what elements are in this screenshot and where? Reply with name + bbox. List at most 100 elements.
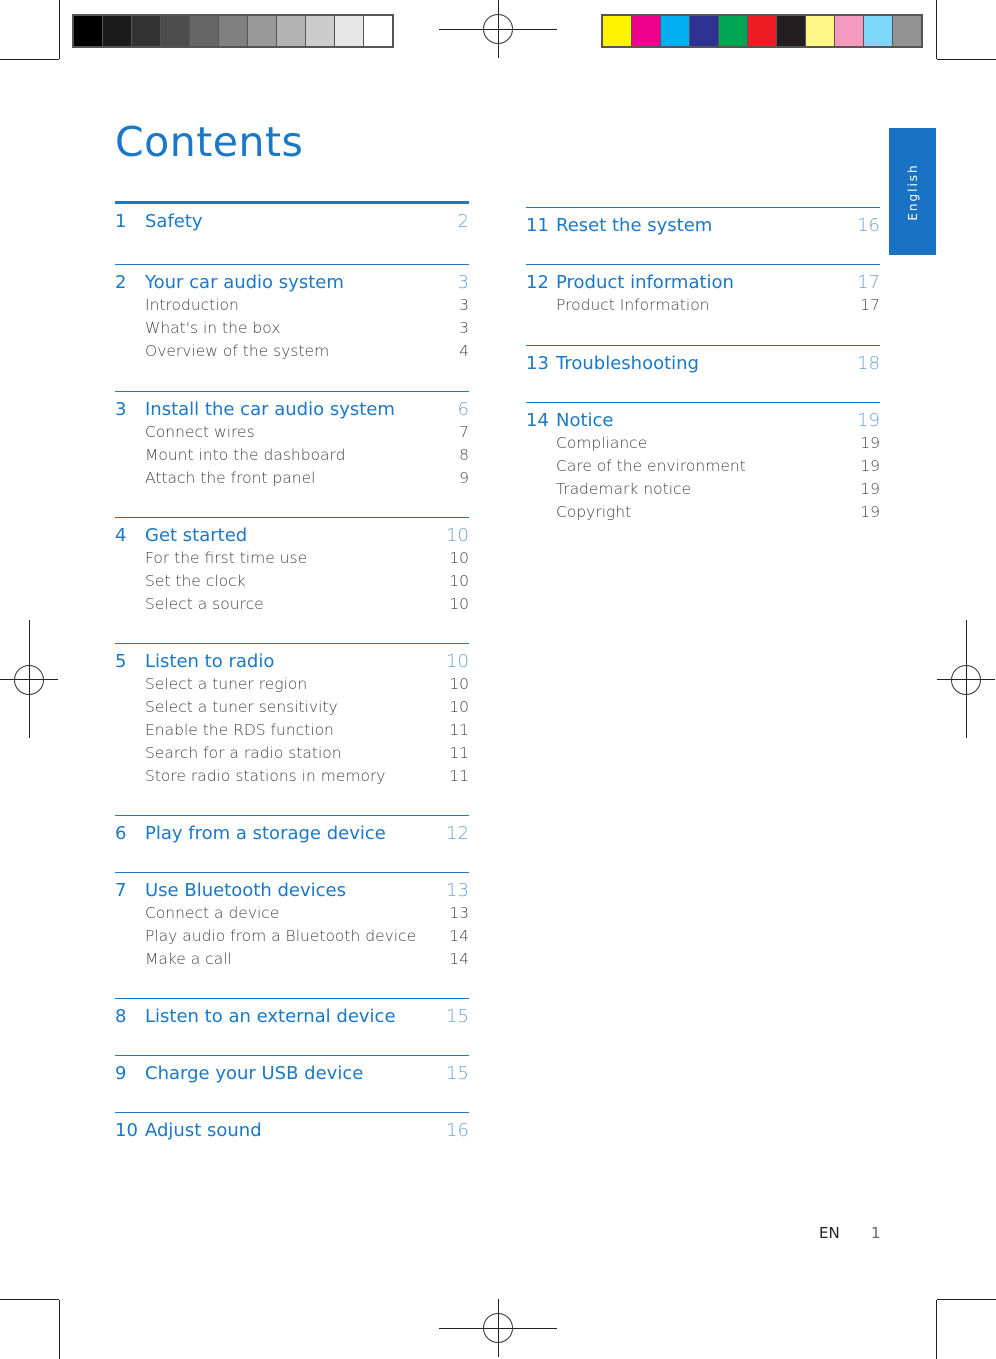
entry-title: Store radio stations in memory: [145, 767, 386, 785]
color-swatch: [161, 16, 189, 46]
toc-entry-link[interactable]: Search for a radio station 11: [115, 742, 469, 765]
color-swatch: [719, 16, 747, 46]
toc-heading-link[interactable]: 8 Listen to an external device 15: [115, 1005, 469, 1028]
entry-page-number: 10: [449, 675, 469, 693]
color-swatch: [835, 16, 863, 46]
toc-heading-link[interactable]: 5 Listen to radio 10: [115, 650, 469, 673]
color-swatch: [335, 16, 363, 46]
indent: [526, 294, 556, 317]
entry-page-number: 9: [459, 469, 469, 487]
entry-title: What's in the box: [145, 319, 281, 337]
toc-heading-link[interactable]: 11 Reset the system 16: [526, 214, 880, 237]
toc-entry-link[interactable]: Copyright 19: [526, 501, 880, 524]
indent: [115, 925, 145, 948]
section-number: 2: [115, 272, 127, 293]
toc-entry-link[interactable]: Enable the RDS function 11: [115, 719, 469, 742]
color-swatch: [74, 16, 102, 46]
entry-page-number: 10: [449, 698, 469, 716]
color-swatch: [103, 16, 131, 46]
entry-page-number: 19: [860, 457, 880, 475]
indent: [115, 547, 145, 570]
indent: [115, 696, 145, 719]
toc-entry-link[interactable]: Mount into the dashboard 8: [115, 444, 469, 467]
entry-page-number: 14: [449, 950, 469, 968]
color-swatch: [219, 16, 247, 46]
toc-entry-link[interactable]: Compliance 19: [526, 432, 880, 455]
entry-page-number: 19: [860, 503, 880, 521]
entry-page-number: 7: [459, 423, 469, 441]
toc-entry-link[interactable]: For the first time use 10: [115, 547, 469, 570]
entry-title: Play audio from a Bluetooth device: [145, 927, 417, 945]
toc-heading-link[interactable]: 14 Notice 19: [526, 409, 880, 432]
toc-heading-link[interactable]: 12 Product information 17: [526, 271, 880, 294]
crop-mark: [59, 0, 60, 59]
indent: [115, 765, 145, 788]
registration-mark: [0, 620, 58, 738]
toc-heading-link[interactable]: 2 Your car audio system 3: [115, 271, 469, 294]
entry-title: Connect a device: [145, 904, 280, 922]
toc-entry-link[interactable]: Attach the front panel 9: [115, 467, 469, 490]
toc-entry-link[interactable]: Overview of the system 4: [115, 340, 469, 363]
color-swatch: [603, 16, 631, 46]
toc-entry-link[interactable]: Connect wires 7: [115, 421, 469, 444]
entry-title: Compliance: [556, 434, 648, 452]
toc-entry-link[interactable]: Select a tuner sensitivity 10: [115, 696, 469, 719]
toc-entry-link[interactable]: Care of the environment 19: [526, 455, 880, 478]
crop-mark: [937, 59, 996, 60]
entry-title: Connect wires: [145, 423, 255, 441]
entry-title: Make a call: [145, 950, 232, 968]
grayscale-calibration-bar: [72, 14, 394, 48]
entry-title: Introduction: [145, 296, 239, 314]
section-title: Reset the system: [556, 215, 713, 236]
entry-page-number: 11: [449, 744, 469, 762]
toc-entry-link[interactable]: Select a source 10: [115, 593, 469, 616]
color-swatch: [364, 16, 392, 46]
entry-page-number: 13: [449, 904, 469, 922]
toc-heading-link[interactable]: 9 Charge your USB device 15: [115, 1062, 469, 1085]
entry-title: Copyright: [556, 503, 632, 521]
color-swatch: [661, 16, 689, 46]
entry-page-number: 17: [860, 296, 880, 314]
toc-entry-link[interactable]: Play audio from a Bluetooth device 14: [115, 925, 469, 948]
toc-entry-link[interactable]: Trademark notice 19: [526, 478, 880, 501]
toc-heading-link[interactable]: 6 Play from a storage device 12: [115, 822, 469, 845]
toc-heading-link[interactable]: 10 Adjust sound 16: [115, 1119, 469, 1142]
toc-entry-link[interactable]: What's in the box 3: [115, 317, 469, 340]
section-title: Safety: [145, 211, 203, 232]
toc-heading-link[interactable]: 3 Install the car audio system 6: [115, 398, 469, 421]
toc-heading-link[interactable]: 7 Use Bluetooth devices 13: [115, 879, 469, 902]
indent: [115, 570, 145, 593]
indent: [115, 593, 145, 616]
section-title: Adjust sound: [145, 1120, 262, 1141]
entry-page-number: 19: [860, 434, 880, 452]
entry-page-number: 4: [459, 342, 469, 360]
toc-heading-link[interactable]: 13 Troubleshooting 18: [526, 352, 880, 375]
section-page-number: 13: [446, 880, 469, 901]
section-number: 4: [115, 525, 127, 546]
toc-section: 6 Play from a storage device 12: [115, 815, 469, 845]
toc-entry-link[interactable]: Connect a device 13: [115, 902, 469, 925]
section-page-number: 6: [457, 399, 469, 420]
section-title: Product information: [556, 272, 734, 293]
entry-title: Mount into the dashboard: [145, 446, 346, 464]
registration-mark: [439, 0, 557, 58]
toc-heading-link[interactable]: 1 Safety 2: [115, 210, 469, 233]
section-number: 6: [115, 823, 127, 844]
section-page-number: 16: [446, 1120, 469, 1141]
toc-heading-link[interactable]: 4 Get started 10: [115, 524, 469, 547]
section-number: 9: [115, 1063, 127, 1084]
color-swatch: [748, 16, 776, 46]
toc-entry-link[interactable]: Introduction 3: [115, 294, 469, 317]
section-page-number: 18: [857, 353, 880, 374]
color-swatch: [632, 16, 660, 46]
toc-entry-link[interactable]: Set the clock 10: [115, 570, 469, 593]
color-swatch: [248, 16, 276, 46]
section-page-number: 19: [857, 410, 880, 431]
toc-entry-link[interactable]: Store radio stations in memory 11: [115, 765, 469, 788]
toc-entry-link[interactable]: Select a tuner region 10: [115, 673, 469, 696]
toc-entry-link[interactable]: Make a call 14: [115, 948, 469, 971]
color-calibration-bar: [601, 14, 923, 48]
section-page-number: 12: [446, 823, 469, 844]
toc-entry-link[interactable]: Product Information 17: [526, 294, 880, 317]
section-title: Your car audio system: [145, 272, 344, 293]
